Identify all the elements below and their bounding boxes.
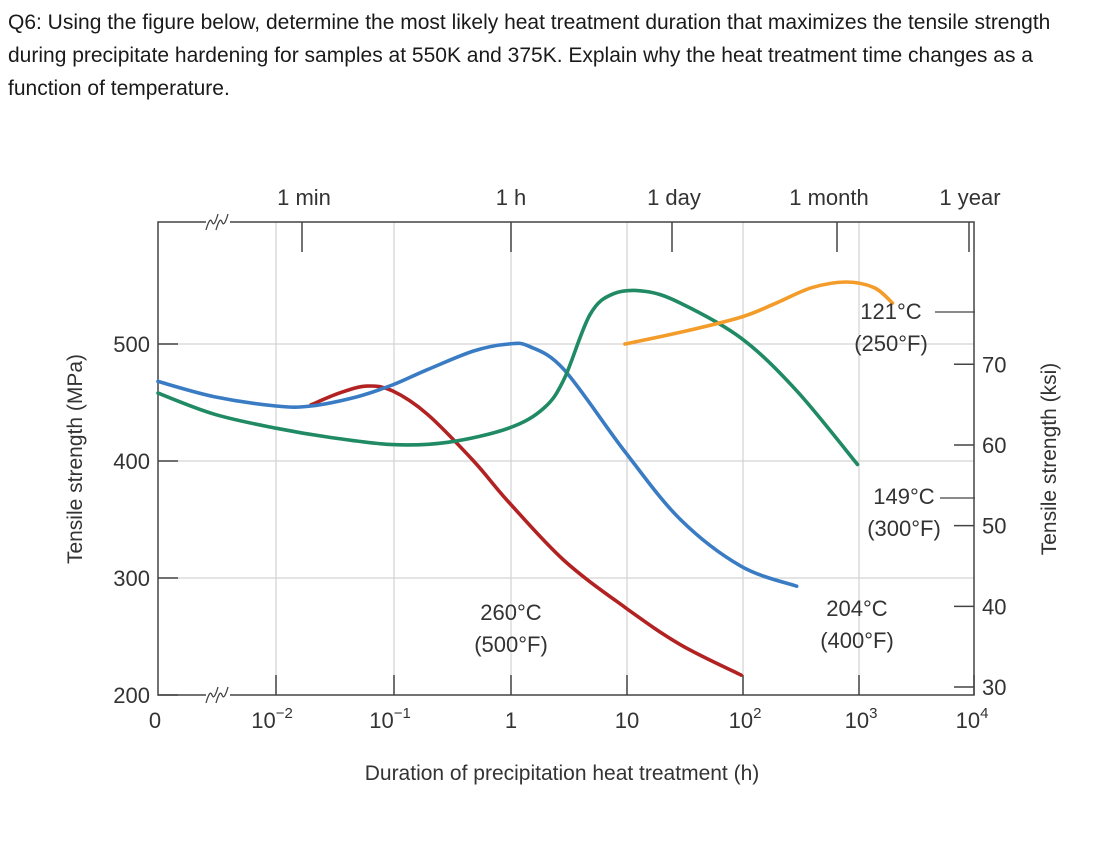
axis-ticks [158, 222, 975, 696]
x-tick-label: 103 [845, 705, 878, 733]
grid [158, 222, 974, 695]
axis-break-mark [215, 213, 229, 231]
x-tick-label: 0 [149, 708, 161, 733]
x-tick-label: 10 [615, 708, 639, 733]
y-axis-title-right: Tensile strength (ksi) [1038, 363, 1061, 556]
series-121c-line [623, 280, 895, 346]
x-tick-label: 1 [505, 708, 517, 733]
y-tick-label-right: 40 [982, 594, 1006, 619]
labels: 200 300 400 500 30 40 50 60 70 0 10−2 10−1 1 10 102 103… [64, 185, 1061, 785]
series-260c-label: (500°F) [474, 632, 548, 657]
question-text: Q6: Using the figure below, determine th… [8, 11, 1051, 100]
top-time-label: 1 day [647, 185, 701, 210]
series-260c-label: 260°C [480, 600, 542, 625]
axis-break-mark [205, 213, 219, 231]
y-tick-label-right: 30 [982, 675, 1006, 700]
series-lines [156, 280, 895, 677]
series-149c-label: (300°F) [867, 516, 941, 541]
y-tick-label-right: 70 [982, 352, 1006, 377]
series-204c-line [156, 341, 799, 588]
series-204c-label: (400°F) [820, 628, 894, 653]
top-time-label: 1 month [789, 185, 869, 210]
axis-break-mark [205, 686, 219, 704]
axis-break-mark [215, 686, 229, 704]
y-tick-label-left: 300 [113, 566, 150, 591]
series-149c-label: 149°C [873, 484, 935, 509]
x-tick-label: 10−1 [369, 705, 411, 733]
series-121c-label: (250°F) [854, 331, 928, 356]
plot-frame [157, 221, 975, 696]
series-121c-label: 121°C [860, 299, 922, 324]
x-tick-label: 10−2 [251, 705, 293, 733]
top-time-label: 1 h [496, 185, 527, 210]
top-time-label: 1 year [939, 185, 1000, 210]
axis-break-gap [206, 689, 230, 701]
x-tick-label: 102 [729, 705, 762, 733]
y-tick-label-right: 60 [982, 433, 1006, 458]
x-tick-label: 104 [956, 705, 989, 733]
top-time-label: 1 min [277, 185, 331, 210]
x-axis-title: Duration of precipitation heat treatment… [365, 762, 760, 785]
y-tick-label-left: 400 [113, 449, 150, 474]
series-204c-label: 204°C [826, 596, 888, 621]
series-149c-line [156, 288, 860, 467]
axis-break-gap [206, 216, 230, 228]
y-axis-title-left: Tensile strength (MPa) [64, 354, 87, 564]
series-260c-line [309, 384, 743, 677]
y-tick-label-right: 50 [982, 514, 1006, 539]
y-tick-label-left: 200 [113, 683, 150, 708]
axis-breaks [205, 213, 230, 704]
y-tick-label-left: 500 [113, 332, 150, 357]
